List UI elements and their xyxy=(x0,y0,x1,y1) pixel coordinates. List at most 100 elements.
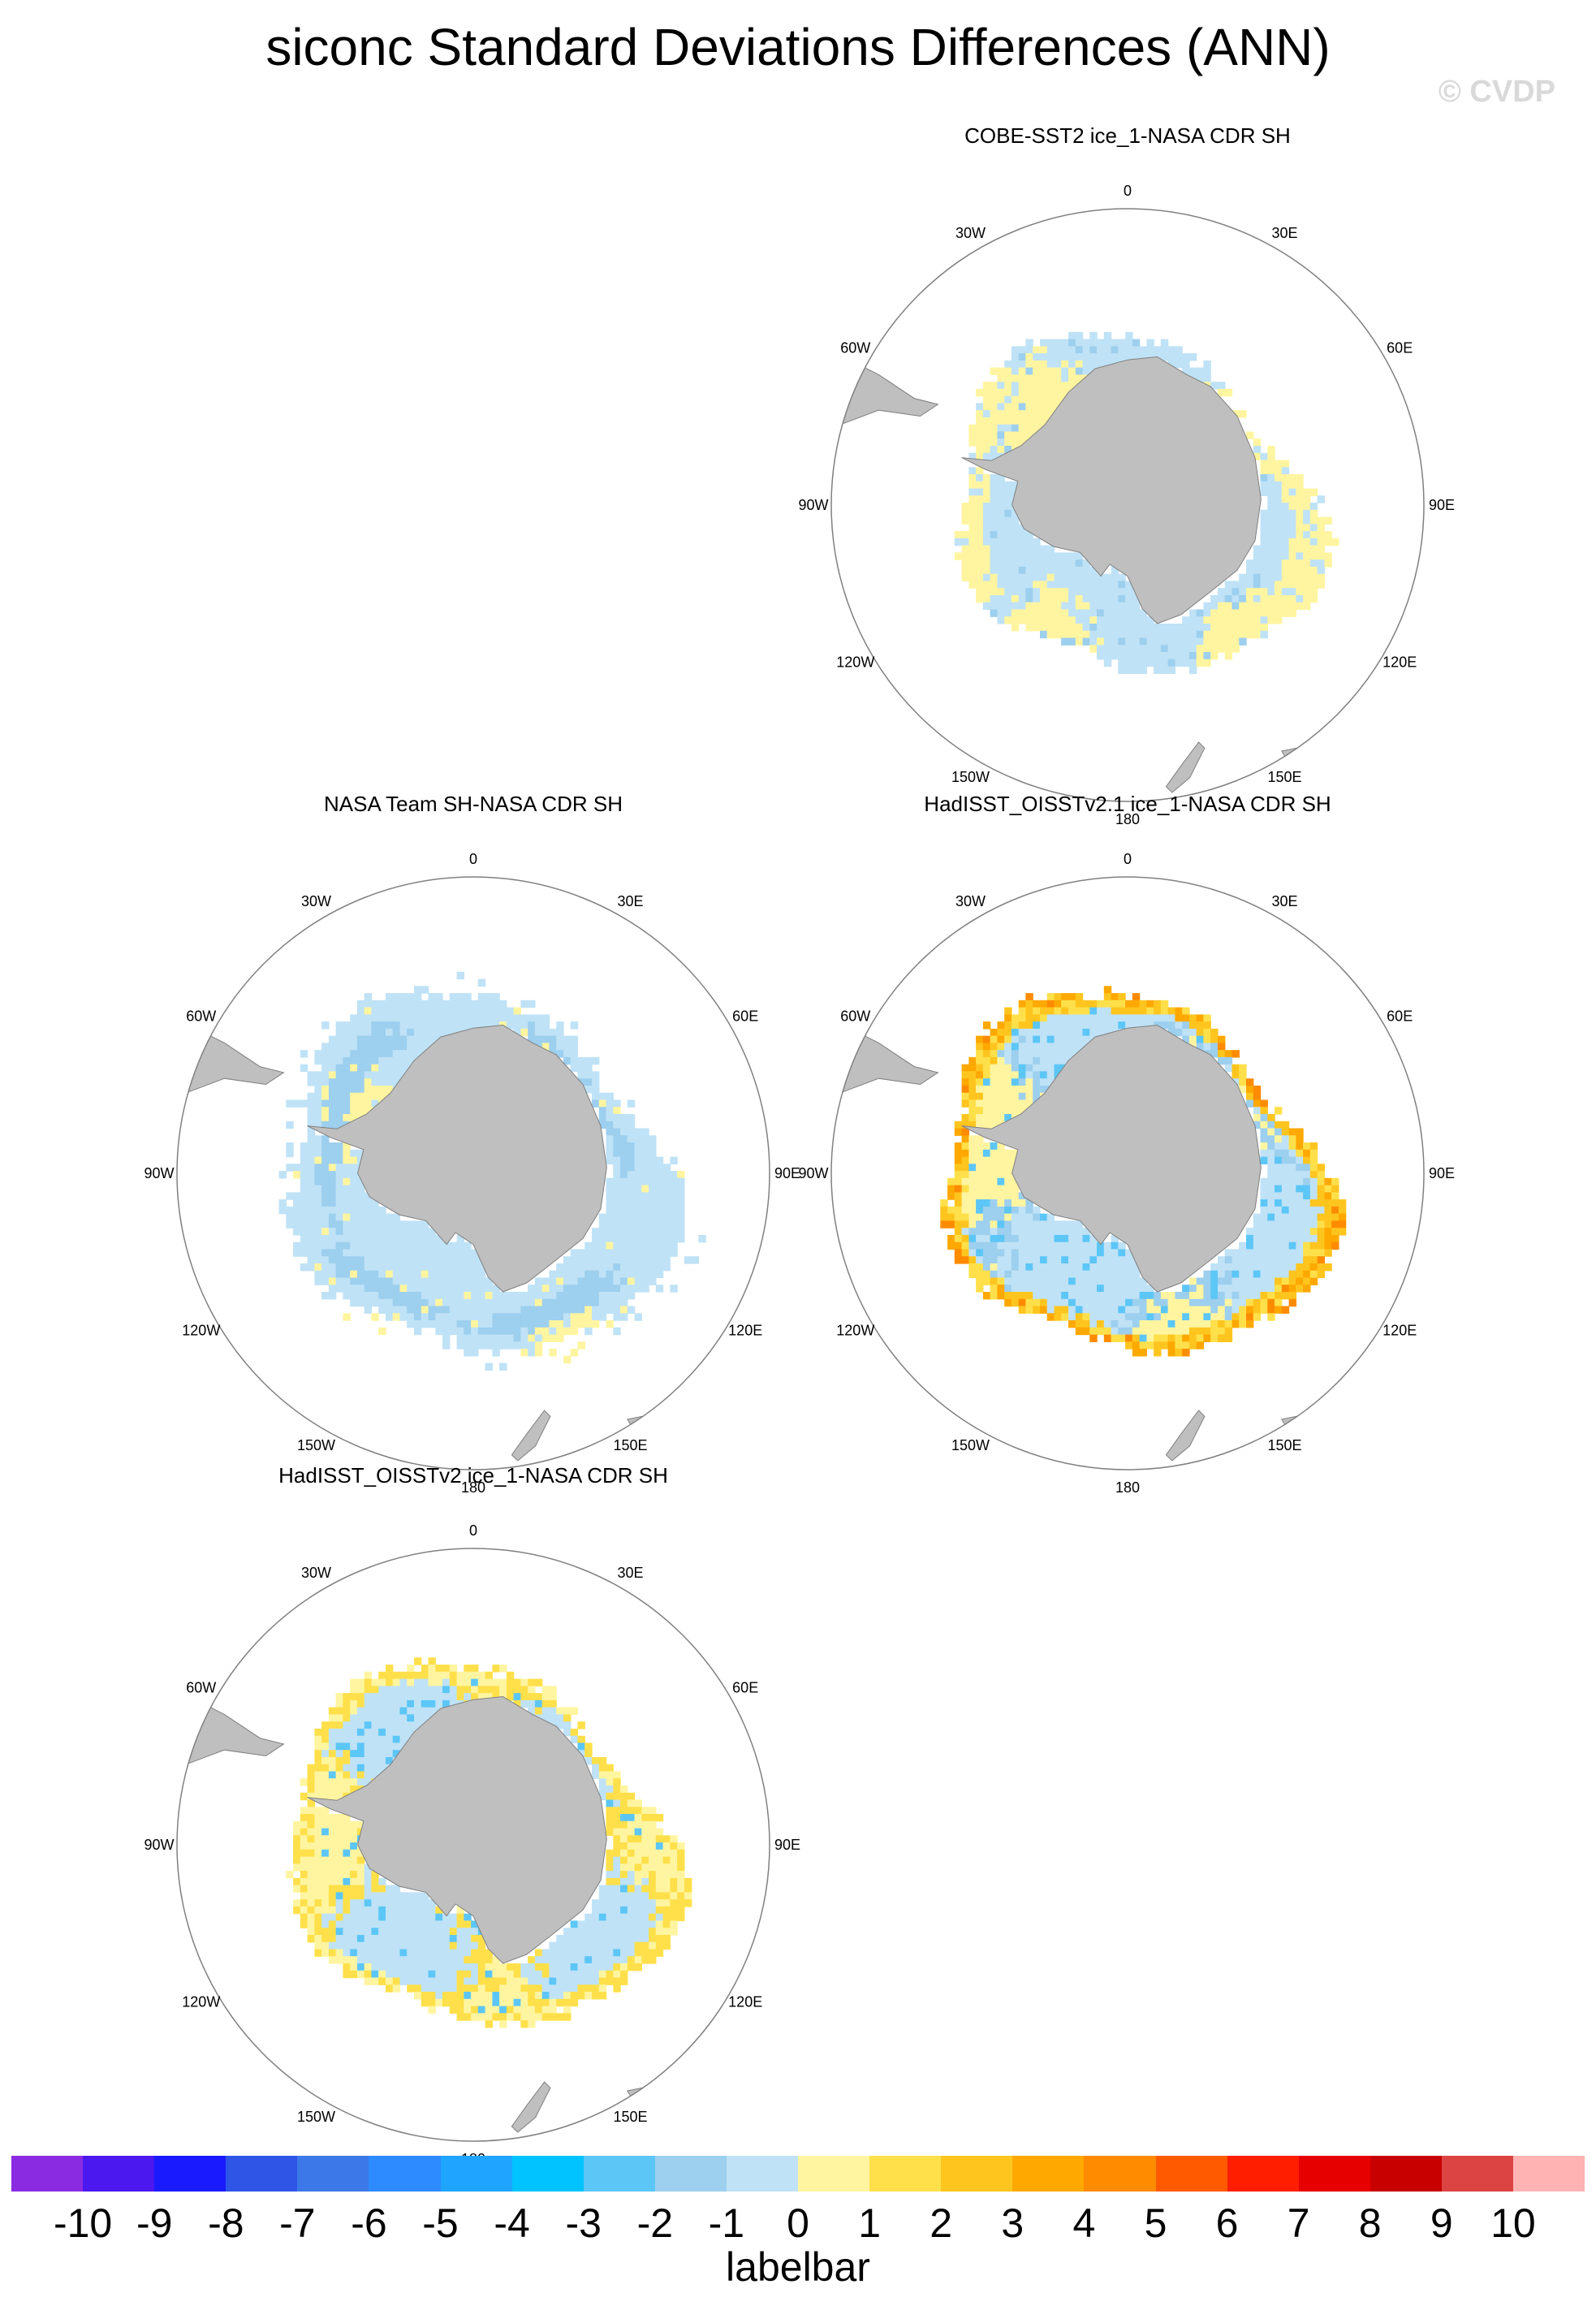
map-panel-hadisst-oisstv2: HadISST_OISSTv2 ice_1-NASA CDR SH 0 30E 60… xyxy=(140,1463,806,2178)
labelbar-swatch xyxy=(654,2156,727,2192)
labelbar-swatch xyxy=(941,2156,1013,2192)
labelbar-tick-label: -8 xyxy=(208,2200,244,2246)
labelbar-tick-label: 9 xyxy=(1430,2200,1453,2246)
longitude-label: 120E xyxy=(728,1994,762,2010)
labelbar-swatch xyxy=(726,2156,799,2192)
longitude-label: 120W xyxy=(836,1323,874,1339)
longitude-label: 90W xyxy=(144,1837,174,1853)
labelbar-swatch xyxy=(154,2156,226,2192)
longitude-label: 120W xyxy=(182,1323,220,1339)
labelbar-tick-label: -7 xyxy=(279,2200,316,2246)
map-panel-nasa-team: NASA Team SH-NASA CDR SH 0 30E 60E 90E 120E 1… xyxy=(140,792,806,1506)
polar-map: 0 30E 60E 90E 120E 150E 180 150W 120W 90W 60W 30W xyxy=(798,183,1455,827)
panel-title: COBE-SST2 ice_1-NASA CDR SH xyxy=(964,123,1291,148)
panel-title: NASA Team SH-NASA CDR SH xyxy=(324,792,623,816)
labelbar-tick-label: 7 xyxy=(1287,2200,1310,2246)
labelbar-swatch xyxy=(1441,2156,1513,2192)
labelbar-swatch xyxy=(440,2156,512,2192)
longitude-label: 90E xyxy=(774,1837,800,1853)
longitude-label: 120W xyxy=(182,1994,220,2010)
panel-title: HadISST_OISSTv2.1 ice_1-NASA CDR SH xyxy=(924,792,1331,816)
longitude-label: 30E xyxy=(1271,893,1297,909)
map-panel-cobe: COBE-SST2 ice_1-NASA CDR SH 0 30E 60E 90E 12… xyxy=(795,123,1460,838)
labelbar-tick-label: 6 xyxy=(1215,2200,1239,2246)
map-panel-hadisst-oisstv21: HadISST_OISSTv2.1 ice_1-NASA CDR SH 0 30E… xyxy=(795,792,1460,1506)
longitude-label: 60W xyxy=(186,1680,216,1696)
labelbar-tick-label: 0 xyxy=(787,2200,809,2246)
labelbar-swatch xyxy=(1012,2156,1085,2192)
longitude-label: 180 xyxy=(1115,811,1140,827)
longitude-label: 60E xyxy=(732,1008,758,1025)
south-america-land xyxy=(831,1024,939,1097)
labelbar-ticks: -10 -9 -8 -7 -6 -5 -4 -3 -2 -1 0 1 2 3 4 5 6 7 8 9 10 xyxy=(0,2199,1596,2248)
labelbar-tick-label: 8 xyxy=(1358,2200,1382,2246)
longitude-label: 120W xyxy=(836,654,874,671)
labelbar-tick-label: -2 xyxy=(636,2200,674,2246)
labelbar-swatch xyxy=(83,2156,155,2192)
labelbar-swatch xyxy=(1512,2156,1585,2192)
map-border xyxy=(176,1548,770,2142)
map-border xyxy=(176,876,770,1470)
longitude-label: 150W xyxy=(297,1437,335,1453)
labelbar-swatch xyxy=(1227,2156,1299,2192)
labelbar-tick-label: 10 xyxy=(1490,2200,1536,2246)
new-zealand-land xyxy=(511,1410,551,1462)
longitude-label: 60E xyxy=(1387,340,1413,356)
figure-title: siconc Standard Deviations Differences (… xyxy=(265,18,1331,76)
sea-ice-field xyxy=(954,331,1339,674)
longitude-label: 0 xyxy=(1124,183,1132,199)
longitude-label: 60W xyxy=(186,1008,216,1025)
labelbar-tick-label: -10 xyxy=(53,2200,113,2246)
sea-ice-field xyxy=(940,986,1347,1357)
antarctica-land xyxy=(307,1695,607,1964)
longitude-label: 90E xyxy=(1429,1165,1455,1181)
longitude-label: 0 xyxy=(469,851,477,867)
labelbar-swatch xyxy=(798,2156,870,2192)
longitude-label: 180 xyxy=(461,1479,485,1496)
labelbar-tick-label: 1 xyxy=(858,2200,881,2246)
antarctica-land xyxy=(307,1024,607,1293)
longitude-label: 30W xyxy=(301,893,331,909)
new-zealand-land xyxy=(1165,741,1206,793)
labelbar-swatch xyxy=(1298,2156,1370,2192)
labelbar-swatch xyxy=(1155,2156,1227,2192)
longitude-label: 90W xyxy=(798,1165,828,1181)
labelbar-swatch xyxy=(511,2156,584,2192)
sea-ice-field xyxy=(286,1657,692,2028)
antarctica-land xyxy=(961,1024,1262,1293)
labelbar-tick-label: -1 xyxy=(708,2200,745,2246)
longitude-label: 90W xyxy=(798,497,828,513)
longitude-label: 30E xyxy=(617,893,643,909)
labelbar-swatch xyxy=(1084,2156,1156,2192)
panel-title: HadISST_OISSTv2 ice_1-NASA CDR SH xyxy=(278,1463,668,1488)
longitude-label: 60E xyxy=(1387,1008,1413,1025)
labelbar-swatch xyxy=(1370,2156,1442,2192)
longitude-label: 30W xyxy=(301,1565,331,1581)
map-content xyxy=(177,971,706,1462)
longitude-label: 90E xyxy=(774,1165,800,1181)
longitude-label: 30W xyxy=(955,893,986,909)
longitude-label: 30E xyxy=(1271,225,1297,241)
map-border xyxy=(830,876,1425,1470)
longitude-label: 120E xyxy=(728,1323,762,1339)
antarctica-land xyxy=(961,356,1262,624)
longitude-label: 120E xyxy=(1382,1323,1417,1339)
longitude-label: 60W xyxy=(840,340,870,356)
longitude-label: 180 xyxy=(1115,1479,1140,1496)
longitude-label: 0 xyxy=(1124,851,1132,867)
labelbar-tick-label: 3 xyxy=(1001,2200,1024,2246)
longitude-label: 150E xyxy=(613,1437,647,1453)
map-border xyxy=(830,208,1425,802)
longitude-label: 150E xyxy=(613,2109,647,2125)
cvdp-watermark: © CVDP xyxy=(1438,75,1555,109)
labelbar-swatch xyxy=(369,2156,441,2192)
labelbar-swatch xyxy=(583,2156,655,2192)
labelbar-tick-label: 4 xyxy=(1072,2200,1096,2246)
labelbar-title: labelbar xyxy=(726,2244,870,2290)
labelbar-swatch xyxy=(297,2156,369,2192)
longitude-label: 60E xyxy=(732,1680,758,1696)
color-labelbar xyxy=(11,2156,1585,2192)
polar-map: 0 30E 60E 90E 120E 150E 180 150W 120W 90W 60W 30W xyxy=(144,851,800,1496)
longitude-label: 150W xyxy=(297,2109,335,2125)
longitude-label: 120E xyxy=(1382,654,1417,671)
